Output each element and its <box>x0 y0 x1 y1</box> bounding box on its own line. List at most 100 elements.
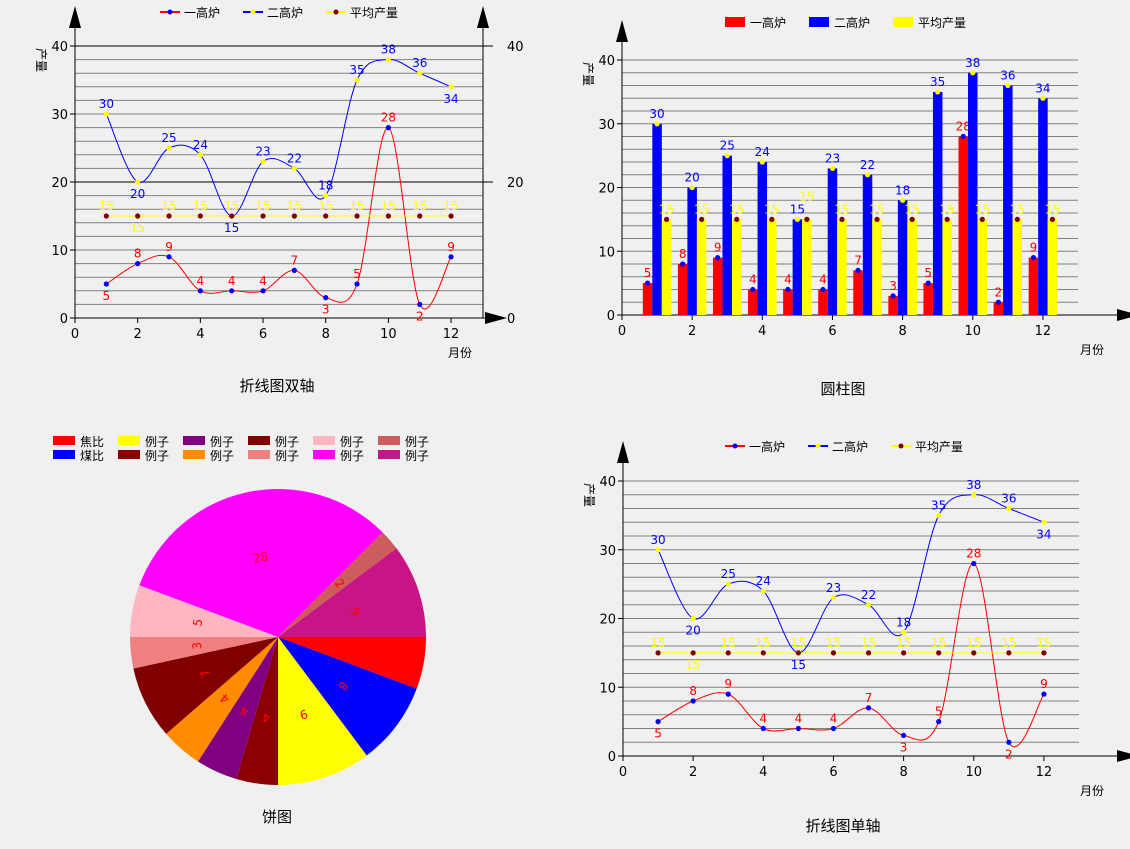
legend-item: 例子 <box>118 449 169 463</box>
y-tick-label: 40 <box>598 54 615 69</box>
data-label: 4 <box>228 274 236 288</box>
data-label: 8 <box>679 247 687 261</box>
y2-tick-label: 20 <box>507 176 524 191</box>
data-label: 15 <box>861 636 876 650</box>
y2-tick-label: 0 <box>507 312 515 327</box>
data-point <box>971 650 977 656</box>
data-label: 15 <box>826 636 841 650</box>
data-label: 28 <box>381 111 396 125</box>
legend-label: 一高炉 <box>184 5 220 20</box>
x-tick-label: 12 <box>443 327 460 342</box>
legend-item: 二高炉 <box>243 5 303 20</box>
data-label: 15 <box>381 199 396 213</box>
data-point <box>448 84 454 90</box>
legend-label: 二高炉 <box>834 15 870 30</box>
x-tick-label: 10 <box>965 765 982 780</box>
bar <box>853 270 863 315</box>
data-label: 5 <box>654 727 662 741</box>
data-point <box>865 602 872 608</box>
data-label: 15 <box>1045 202 1060 216</box>
bar <box>958 136 969 315</box>
bar-marker <box>759 159 765 165</box>
pie-slice <box>278 637 426 689</box>
data-label: 30 <box>649 107 664 121</box>
data-label: 15 <box>412 199 427 213</box>
series-line <box>105 59 452 217</box>
x-tick-label: 2 <box>134 327 142 342</box>
pie-slice <box>139 488 383 637</box>
data-label: 22 <box>860 158 875 172</box>
bar <box>696 219 707 315</box>
x-tick-label: 2 <box>688 324 696 339</box>
bar-marker <box>715 255 721 261</box>
data-point <box>655 650 661 656</box>
bar-marker <box>644 280 651 286</box>
bar <box>802 219 812 315</box>
legend-item: 煤比 <box>53 449 104 463</box>
data-point <box>760 588 766 594</box>
legend-label: 二高炉 <box>267 5 303 20</box>
y-tick-label: 30 <box>51 108 68 123</box>
data-label: 24 <box>193 138 208 152</box>
bar-marker <box>890 293 896 299</box>
legend-label: 例子 <box>145 449 169 463</box>
data-label: 36 <box>1000 69 1015 83</box>
legend-swatch <box>183 436 205 445</box>
legend-swatch <box>725 17 745 27</box>
data-label: 15 <box>756 636 771 650</box>
data-label: 9 <box>1040 677 1048 691</box>
legend-label: 焦比 <box>80 435 104 449</box>
y-axis-label: 产量 <box>581 62 595 86</box>
x-tick-label: 4 <box>759 765 767 780</box>
data-label: 15 <box>975 202 990 216</box>
data-label: 15 <box>99 199 114 213</box>
data-label: 28 <box>966 547 981 561</box>
data-point <box>323 213 329 219</box>
legend-swatch <box>183 450 205 459</box>
data-point <box>901 650 907 656</box>
bar-marker <box>680 261 686 267</box>
data-point <box>830 595 837 601</box>
x-axis-label: 月份 <box>448 346 472 360</box>
pie-slice <box>236 637 278 785</box>
bar <box>1012 219 1023 315</box>
series-1: 30 20 25 24 15 23 22 18 35 38 36 34 <box>650 478 1051 672</box>
data-point <box>291 267 297 273</box>
data-label: 35 <box>931 498 946 512</box>
bar-marker <box>794 216 800 222</box>
data-point <box>260 159 266 165</box>
pie-slice <box>197 637 278 780</box>
bar-marker <box>1030 255 1037 261</box>
x-tick-label: 0 <box>618 324 626 339</box>
bar <box>932 91 943 315</box>
bar-marker <box>864 172 871 178</box>
y-tick-label: 20 <box>51 176 68 191</box>
legend-swatch <box>378 450 400 459</box>
y-tick-label: 0 <box>60 312 68 327</box>
legend-item: 例子 <box>118 435 169 449</box>
legend-item: 例子 <box>183 449 234 463</box>
data-label: 15 <box>224 199 239 213</box>
chart-title: 折线图单轴 <box>805 817 880 835</box>
data-label: 23 <box>825 151 840 165</box>
x-tick-label: 6 <box>828 324 836 339</box>
data-point <box>417 301 423 307</box>
bar <box>1038 98 1048 315</box>
y-axis-arrow-icon <box>617 441 629 463</box>
data-label: 15 <box>721 636 736 650</box>
data-label: 15 <box>791 636 806 650</box>
legend-marker <box>250 9 256 15</box>
legend-swatch <box>118 450 140 459</box>
data-label: 7 <box>854 253 862 267</box>
data-point <box>936 719 942 725</box>
data-label: 9 <box>724 677 732 691</box>
bar-marker <box>909 216 915 222</box>
bar <box>652 123 662 315</box>
bar <box>731 219 742 315</box>
pie-slice <box>278 532 397 637</box>
bar-marker <box>1005 82 1011 89</box>
data-label: 34 <box>1035 81 1050 95</box>
data-label: 3 <box>889 279 897 293</box>
bar-marker <box>970 70 976 76</box>
bar-marker <box>900 197 906 203</box>
